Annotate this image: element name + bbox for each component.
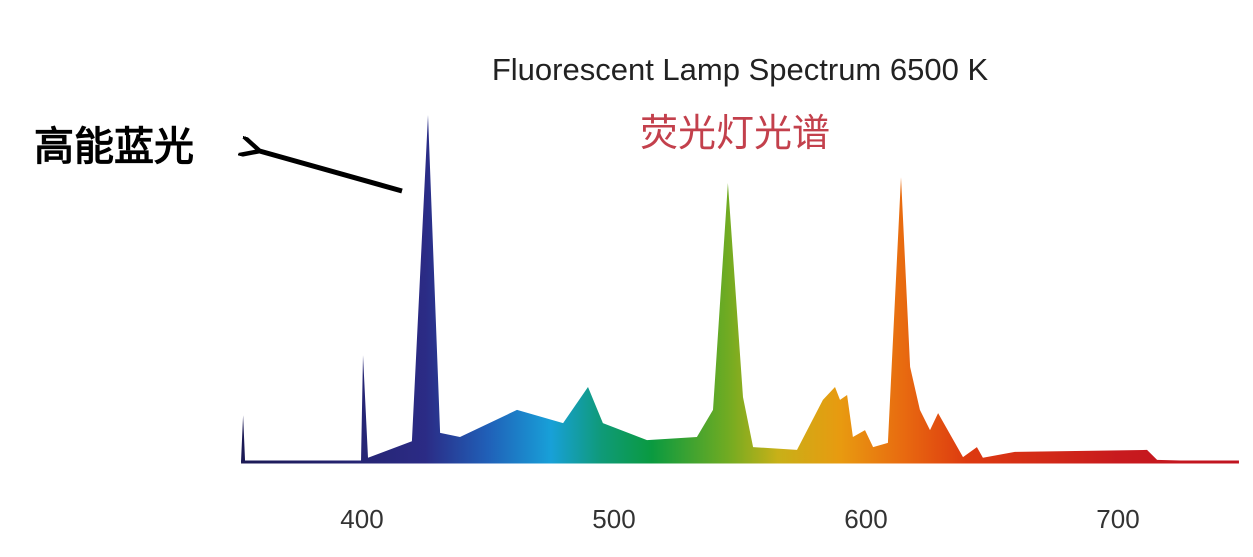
spectrum-area xyxy=(241,115,1237,462)
annotation-label: 高能蓝光 xyxy=(34,123,194,170)
x-tick-label: 700 xyxy=(1096,504,1139,534)
x-tick-labels: 400 500 600 700 xyxy=(340,504,1139,534)
annotation-arrow xyxy=(256,150,403,194)
x-tick-label: 500 xyxy=(592,504,635,534)
chart-subtitle: 荧光灯光谱 xyxy=(640,111,830,155)
x-tick-label: 400 xyxy=(340,504,383,534)
chart-title: Fluorescent Lamp Spectrum 6500 K xyxy=(492,52,989,87)
x-tick-label: 600 xyxy=(844,504,887,534)
